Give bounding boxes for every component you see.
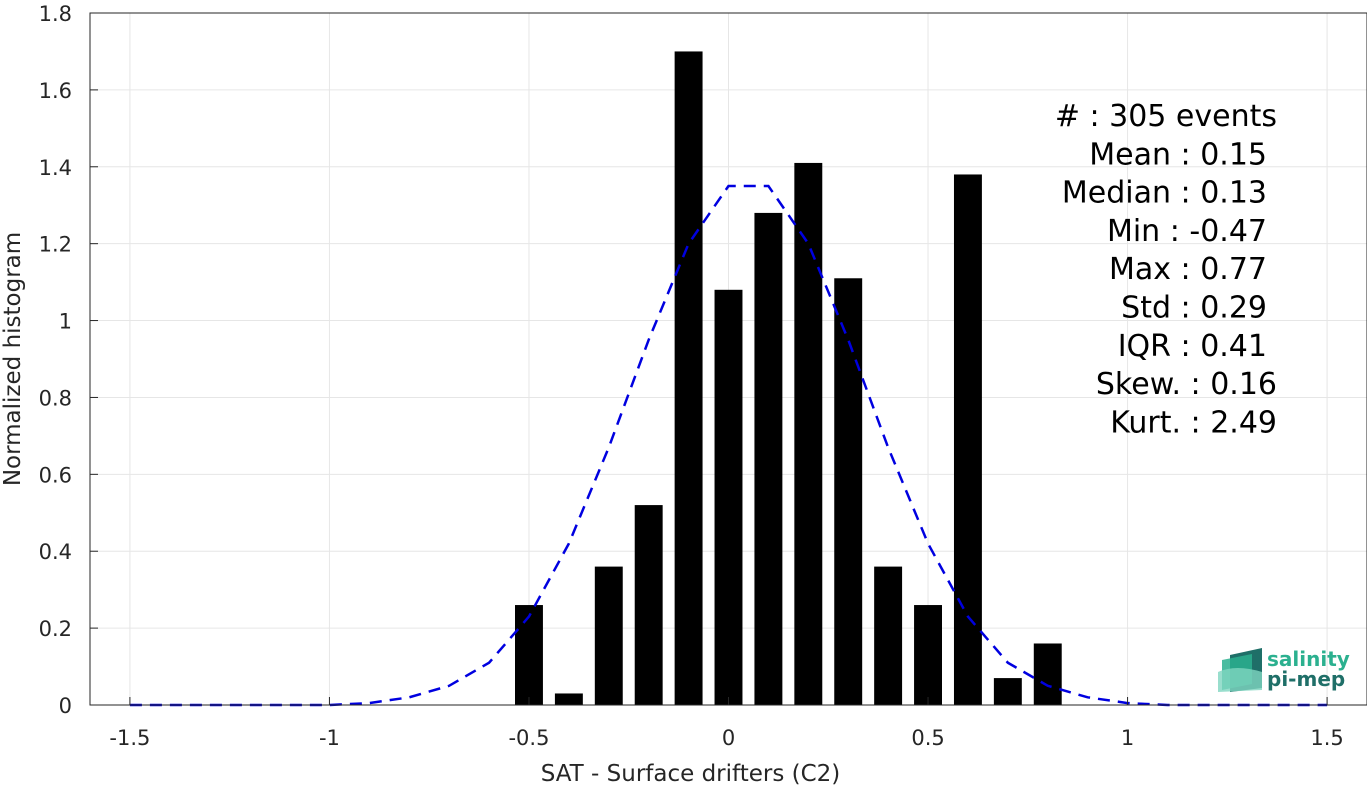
y-tick-label: 1.4 [39, 156, 72, 180]
histogram-bar [953, 174, 982, 705]
y-tick-label: 0.6 [39, 463, 72, 487]
x-tick-label: 1 [1121, 726, 1134, 750]
stats-line: Mean : 0.15 [1089, 137, 1267, 172]
y-tick-label: 1.2 [39, 233, 72, 257]
histogram-bar [1033, 643, 1062, 705]
stats-line: Max : 0.77 [1109, 252, 1267, 287]
logo-text-salinity: salinity [1267, 647, 1350, 671]
histogram-bar [554, 693, 583, 705]
salinity-pi-mep-logo: salinity pi-mep [1218, 647, 1350, 692]
stats-line: IQR : 0.41 [1118, 329, 1267, 364]
x-tick-label: -1 [319, 726, 340, 750]
histogram-bar [834, 278, 863, 705]
histogram-bar [674, 51, 703, 705]
y-tick-label: 1 [59, 310, 72, 334]
histogram-bar [794, 162, 823, 705]
x-tick-label: 1.5 [1310, 726, 1343, 750]
histogram-bar [914, 605, 942, 705]
histogram-bar [754, 212, 783, 705]
stats-line: Skew. : 0.16 [1096, 367, 1277, 402]
x-tick-label: 0.5 [911, 726, 944, 750]
y-tick-label: 0.4 [39, 540, 72, 564]
y-tick-label: 0 [59, 694, 72, 718]
logo-mark-icon [1218, 648, 1262, 692]
y-tick-label: 1.8 [39, 2, 72, 26]
y-tick-label: 1.6 [39, 79, 72, 103]
histogram-bar [515, 605, 543, 705]
histogram-bar [874, 566, 903, 705]
histogram-bar [993, 678, 1022, 705]
histogram-bar [714, 289, 743, 705]
y-tick-label: 0.8 [39, 386, 72, 410]
x-tick-label: -0.5 [508, 726, 549, 750]
x-axis-ticks: -1.5 -1 -0.5 0 0.5 1 1.5 [109, 697, 1344, 750]
y-tick-label: 0.2 [39, 617, 72, 641]
x-tick-label: -1.5 [109, 726, 150, 750]
stats-line: Min : -0.47 [1107, 214, 1267, 249]
stats-line: # : 305 events [1055, 99, 1277, 134]
histogram-bar [594, 566, 623, 705]
y-axis-label: Normalized histogram [0, 232, 26, 486]
stats-line: Kurt. : 2.49 [1110, 405, 1277, 440]
x-tick-label: 0 [722, 726, 735, 750]
x-axis-label: SAT - Surface drifters (C2) [541, 761, 841, 785]
y-axis-ticks: 0 0.2 0.4 0.6 0.8 1 1.2 1.4 1.6 1.8 [39, 2, 98, 718]
logo-text-pi-mep: pi-mep [1267, 667, 1345, 691]
histogram-bar [634, 505, 663, 705]
stats-line: Median : 0.13 [1062, 176, 1267, 211]
bars [515, 51, 1062, 705]
stats-line: Std : 0.29 [1121, 291, 1267, 326]
